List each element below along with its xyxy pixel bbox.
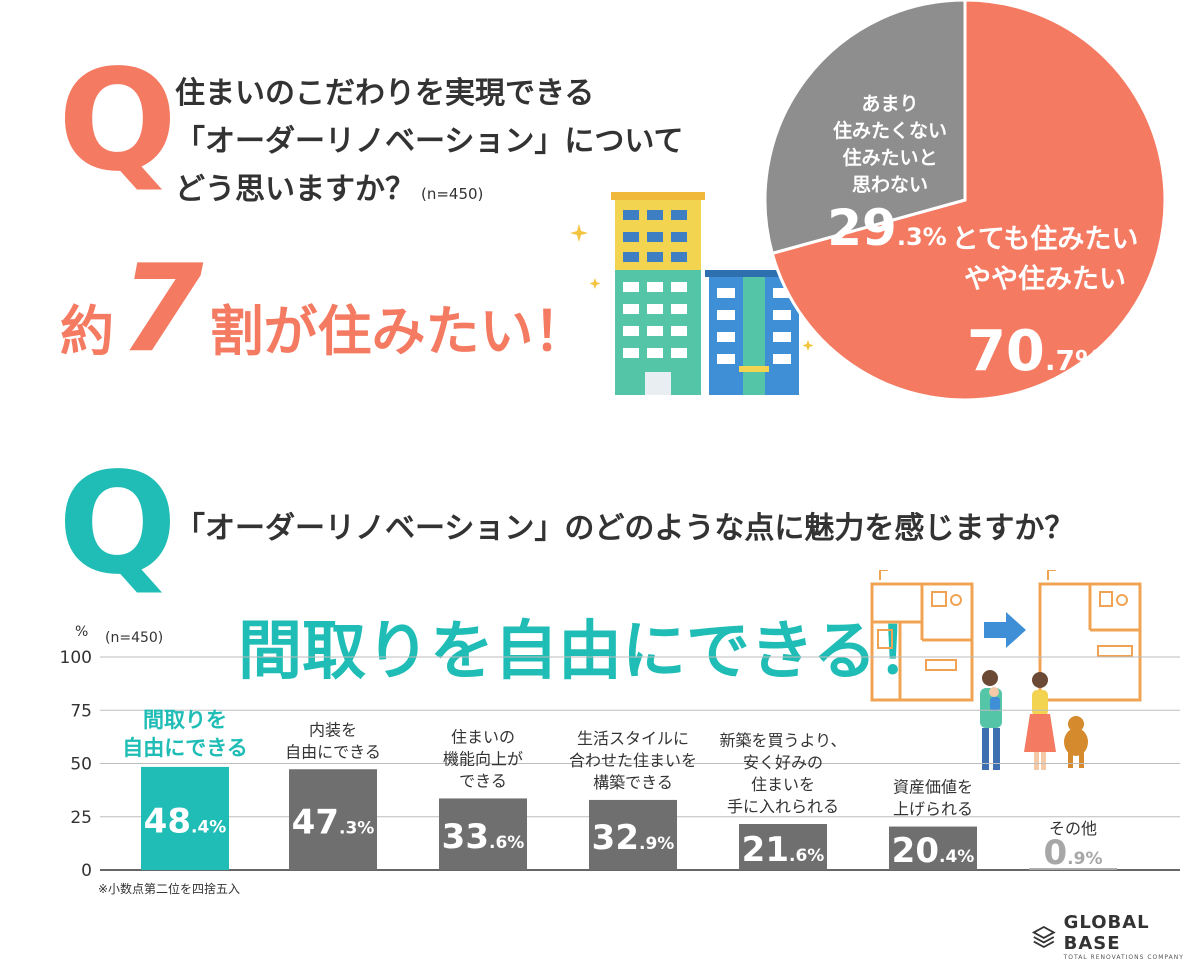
bar-category-label: 生活スタイルに: [577, 729, 689, 748]
logo-name: GLOBAL BASE: [1063, 912, 1150, 954]
floorplan-after: [1038, 570, 1142, 702]
pie-slice-label: とても住みたい: [952, 223, 1139, 255]
tall-building: [611, 192, 705, 395]
family-icon: [980, 670, 1088, 770]
bar-value-label: 21.6%: [742, 830, 825, 870]
bar-value-label: 0.9%: [1044, 833, 1103, 873]
headline-prefix: 約: [60, 300, 114, 363]
bar-value-label: 32.9%: [592, 818, 675, 858]
bar-category-label: 上げられる: [893, 800, 973, 819]
pie-slice-label: 思わない: [852, 174, 928, 196]
bar-category-label: 資産価値を: [893, 778, 973, 797]
floorplan-illustration: [870, 570, 1142, 770]
q2-headline: 間取りを自由にできる！: [238, 615, 941, 689]
bar-chart: % (n=450) 0 25 50 75 100 48.4% 間取りを自由にできる 47.3% 内装…: [60, 624, 1180, 880]
y-tick-label: 100: [60, 648, 92, 668]
bar: [1029, 868, 1117, 870]
pie-slice-label: やや住みたい: [964, 263, 1126, 295]
bar-value-label: 20.4%: [892, 831, 975, 871]
pie-slice-label: 住みたくない: [833, 119, 947, 142]
q1-headline: 約7 割が住みたい！: [60, 240, 588, 379]
bar-value-label: 33.6%: [442, 817, 525, 857]
bar: [289, 769, 377, 870]
pie-slice-label: あまり: [861, 93, 918, 115]
pie-slice: [770, 0, 1167, 402]
bar-category-label: その他: [1049, 819, 1097, 838]
y-tick-label: 75: [70, 701, 92, 721]
pie-slice-value: 29.3%: [827, 199, 946, 257]
buildings-illustration: [570, 192, 815, 395]
logo-tagline: TOTAL RENOVATIONS COMPANY: [1063, 954, 1184, 961]
pie-slice-value: 70.7%: [967, 319, 1103, 384]
bar: [589, 799, 677, 870]
y-tick-label: 50: [70, 755, 92, 775]
bar-category-label: 自由にできる: [285, 742, 381, 761]
pie-slice: [766, 0, 967, 256]
q2-mark: Q: [58, 443, 178, 606]
bar-category-label: 間取りを: [143, 708, 227, 732]
footnote: ※小数点第二位を四捨五入: [98, 882, 241, 896]
bar-category-label: 安く好みの: [743, 753, 823, 772]
company-logo: GLOBAL BASE TOTAL RENOVATIONS COMPANY: [1032, 912, 1200, 961]
bar-category-label: 合わせた住まいを: [569, 751, 697, 770]
bar-category-label: 内装を: [309, 720, 357, 739]
bar-category-label: 機能向上が: [443, 749, 523, 768]
q1-sample-size: (n=450): [421, 185, 484, 203]
bar-category-label: できる: [459, 771, 507, 790]
logo-icon: [1032, 925, 1056, 948]
arrow-right-icon: [984, 612, 1026, 648]
q1-line-2: 「オーダーリノベーション」について: [175, 124, 684, 159]
bar-chart-sample-size: (n=450): [105, 630, 163, 646]
bar-category-label: 手に入れられる: [727, 797, 839, 816]
q1-line-3-text: どう思いますか？: [175, 172, 415, 207]
bar-category-label: 構築できる: [593, 773, 673, 792]
q2-question: 「オーダーリノベーション」のどのような点に魅力を感じますか？: [175, 511, 1075, 546]
headline-number: 7: [120, 240, 204, 379]
bar-value-label: 47.3%: [292, 803, 375, 843]
bar-category-label: 住まいの: [451, 727, 515, 746]
y-tick-label: 0: [81, 861, 92, 880]
bar: [439, 798, 527, 870]
short-building: [705, 270, 803, 395]
bar-category-label: 自由にできる: [122, 736, 248, 760]
bar-category-label: 新築を買うより、: [719, 731, 846, 750]
bar: [141, 766, 229, 870]
floorplan-before: [870, 570, 974, 702]
bar: [739, 823, 827, 870]
y-axis-unit: %: [75, 624, 88, 640]
bar-value-label: 48.4%: [144, 801, 227, 841]
bar: [889, 826, 977, 870]
headline-suffix: 割が住みたい！: [209, 300, 588, 363]
y-tick-label: 25: [70, 808, 92, 828]
bar-category-label: 住まいを: [751, 775, 815, 794]
pie-slice-label: 住みたいと: [842, 146, 937, 169]
q1-line-3: どう思いますか？ (n=450): [175, 166, 684, 218]
q1-question: 住まいのこだわりを実現できる 「オーダーリノベーション」について どう思いますか…: [175, 70, 684, 218]
q1-mark: Q: [58, 40, 178, 203]
q1-line-1: 住まいのこだわりを実現できる: [175, 76, 595, 111]
